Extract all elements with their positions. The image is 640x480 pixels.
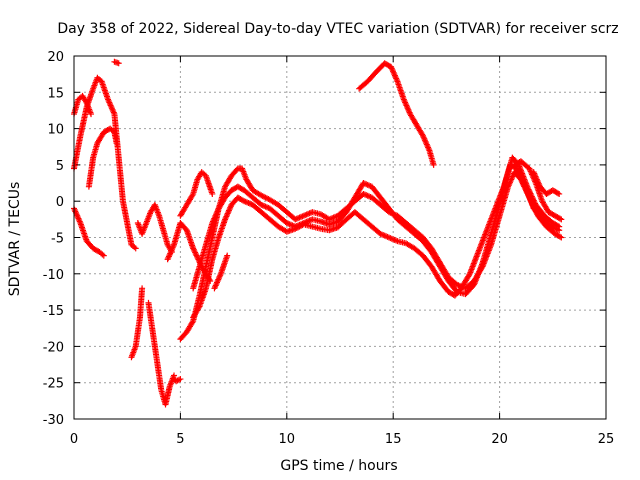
data-point-marker	[466, 272, 473, 279]
x-tick-label: 20	[491, 432, 508, 447]
y-tick-label: -20	[43, 340, 64, 355]
series-trace-13	[211, 252, 231, 292]
chart-title: Day 358 of 2022, Sidereal Day-to-day VTE…	[57, 21, 618, 37]
data-point-marker	[189, 319, 196, 326]
data-point-marker	[139, 285, 146, 292]
data-point-marker	[190, 246, 197, 253]
series-trace-10	[171, 376, 184, 385]
y-tick-label: -25	[43, 377, 64, 392]
x-tick-label: 0	[70, 432, 78, 447]
data-point-marker	[556, 223, 563, 230]
data-point-marker	[526, 187, 533, 194]
series-trace-12	[190, 161, 563, 321]
x-axis-title: GPS time / hours	[280, 458, 397, 474]
y-tick-label: -30	[43, 413, 64, 428]
data-point-marker	[191, 248, 198, 255]
y-tick-labels: -30 -25 -20 -15 -10 -5 0 5 10 15 20	[43, 50, 64, 428]
plot-frame	[73, 55, 607, 420]
y-tick-label: -15	[43, 304, 64, 319]
data-point-marker	[100, 252, 107, 259]
x-tick-labels: 0 5 10 15 20 25	[70, 432, 614, 447]
data-point-marker	[224, 252, 231, 259]
data-point-marker	[527, 190, 534, 197]
data-point-marker	[554, 222, 561, 229]
series-trace-9	[177, 169, 216, 219]
data-point-marker	[558, 234, 565, 241]
data-point-marker	[194, 253, 201, 260]
grid	[74, 56, 606, 419]
data-point-marker	[528, 192, 535, 199]
data-point-marker	[557, 233, 564, 240]
data-point-marker	[525, 186, 532, 193]
data-point-marker	[192, 249, 199, 256]
data-point-marker	[557, 215, 564, 222]
data-point-marker	[190, 245, 197, 252]
data-point-marker	[524, 183, 531, 190]
y-tick-label: -10	[43, 268, 64, 283]
series-trace-4	[85, 125, 120, 190]
y-tick-label: 10	[47, 123, 64, 138]
data-point-marker	[430, 161, 437, 168]
series-trace-5	[128, 285, 146, 361]
x-tick-label: 25	[598, 432, 615, 447]
x-tick-label: 15	[385, 432, 402, 447]
data-point-marker	[189, 192, 196, 199]
data-point-marker	[526, 189, 533, 196]
y-tick-label: -5	[51, 232, 64, 247]
series-trace-17	[530, 169, 563, 197]
data-point-marker	[113, 140, 120, 147]
y-axis-title: SDTVAR / TECUs	[7, 182, 23, 297]
data-point-marker	[529, 194, 536, 201]
y-tick-label: 5	[56, 159, 64, 174]
y-tick-label: 0	[56, 195, 64, 210]
data-point-marker	[209, 190, 216, 197]
data-point-marker	[115, 60, 122, 67]
data-point-marker	[132, 245, 139, 252]
data-point-marker	[193, 252, 200, 259]
x-tick-label: 5	[176, 432, 184, 447]
data-point-marker	[524, 185, 531, 192]
y-tick-label: 20	[47, 50, 64, 65]
x-tick-label: 10	[279, 432, 296, 447]
series-trace-1	[71, 205, 107, 259]
data-point-marker	[177, 376, 184, 383]
data-point-marker	[88, 111, 95, 118]
data-point-marker	[558, 216, 565, 223]
data-point-marker	[192, 250, 199, 257]
data-point-marker	[531, 199, 538, 206]
series-trace-18	[111, 58, 122, 67]
data-point-marker	[239, 197, 246, 204]
series-trace-15	[356, 60, 437, 168]
series-trace-6	[145, 299, 178, 408]
data-point-marker	[556, 190, 563, 197]
data-point-marker	[554, 190, 561, 197]
y-tick-label: 15	[47, 86, 64, 101]
data-point-marker	[528, 193, 535, 200]
series-trace-14	[190, 154, 563, 298]
data-point-marker	[530, 196, 537, 203]
data-point-marker	[530, 197, 537, 204]
data-point-marker	[195, 304, 202, 311]
